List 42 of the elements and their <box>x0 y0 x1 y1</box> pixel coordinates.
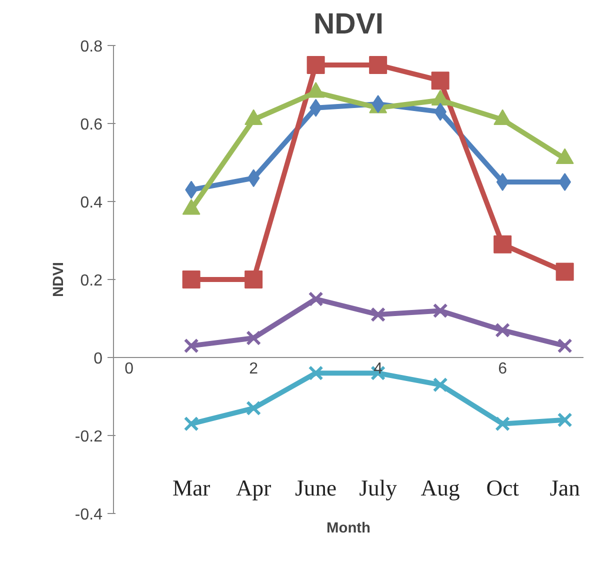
annotation: Aug <box>420 475 460 500</box>
annotation: July <box>359 475 398 500</box>
point <box>246 400 262 416</box>
point <box>308 366 324 381</box>
point <box>306 56 325 74</box>
y-tick-label: 0.2 <box>80 272 103 290</box>
x-tick-label: 0 <box>124 360 134 378</box>
annotation: Oct <box>486 475 520 500</box>
point <box>494 235 512 254</box>
point <box>432 377 448 392</box>
x-axis-title: Month <box>326 520 371 536</box>
y-tick-label: 0.4 <box>80 194 103 212</box>
point <box>372 95 384 113</box>
point <box>247 169 260 188</box>
point <box>556 262 574 281</box>
annotation: Apr <box>236 475 272 500</box>
y-tick-label: -0.2 <box>74 428 103 446</box>
point <box>495 416 510 432</box>
y-tick-label: 0.6 <box>80 116 103 134</box>
point <box>184 416 199 432</box>
point <box>495 322 510 338</box>
y-tick-label: 0.8 <box>80 38 103 56</box>
point <box>369 56 388 74</box>
annotation: Jan <box>550 475 580 500</box>
point <box>432 303 448 318</box>
point <box>308 291 324 307</box>
point <box>244 270 263 288</box>
point <box>431 72 450 90</box>
point <box>557 338 572 354</box>
point <box>557 412 572 428</box>
annotation: Mar <box>172 475 211 500</box>
point <box>246 330 262 346</box>
x-tick-label: 2 <box>249 360 258 378</box>
point <box>184 338 199 354</box>
chart-title: NDVI <box>313 8 384 40</box>
y-tick-label: -0.4 <box>74 506 103 524</box>
point <box>182 270 200 288</box>
x-tick-label: 6 <box>498 360 508 378</box>
y-axis-title: NDVI <box>50 262 67 298</box>
point <box>370 307 386 322</box>
point <box>496 173 509 191</box>
annotation: June <box>295 475 337 500</box>
